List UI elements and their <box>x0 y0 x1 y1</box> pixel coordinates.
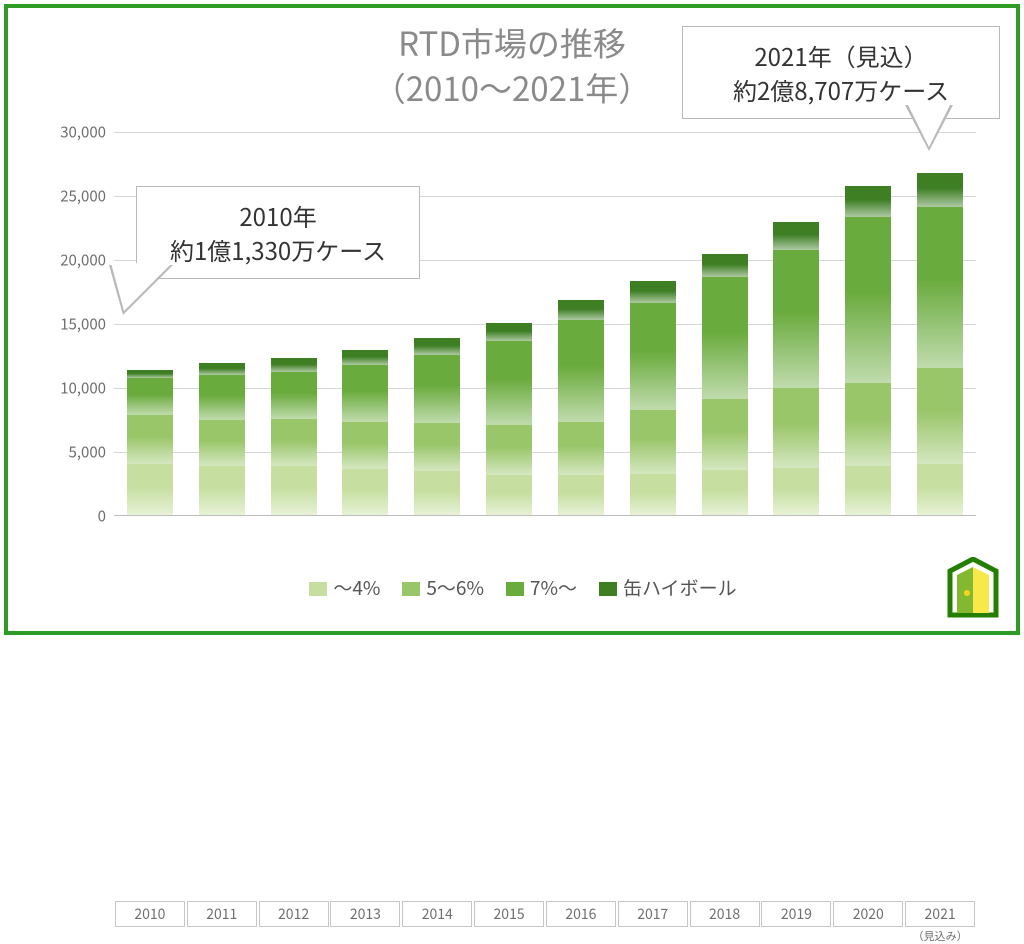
bar-segment <box>702 399 748 471</box>
bar-segment <box>773 222 819 250</box>
xtick-label: 2013 <box>330 901 400 927</box>
legend-label: 缶ハイボール <box>623 574 737 601</box>
xtick-label: 2014 <box>402 901 472 927</box>
bar-segment <box>271 372 317 419</box>
bar-segment <box>917 207 963 368</box>
legend-swatch <box>402 582 420 596</box>
bar-segment <box>271 466 317 515</box>
bar-segment <box>630 410 676 474</box>
bar-segment <box>414 355 460 423</box>
bar-segment <box>127 415 173 464</box>
bar-segment <box>845 383 891 466</box>
bar-segment <box>630 303 676 411</box>
bar-segment <box>486 341 532 425</box>
bar-segment <box>773 250 819 388</box>
bar-segment <box>127 464 173 515</box>
xtick-label: 2018 <box>690 901 760 927</box>
bar-segment <box>558 475 604 515</box>
bar-segment <box>127 378 173 415</box>
door-logo-icon <box>942 557 1004 619</box>
bar-segment <box>558 300 604 320</box>
bar-segment <box>342 365 388 421</box>
xtick-label: 2019 <box>761 901 831 927</box>
callout-line1: 2021年（見込） <box>701 39 981 73</box>
bar-segment <box>558 320 604 421</box>
bar-segment <box>271 358 317 372</box>
bar-segment <box>702 277 748 399</box>
ytick-label: 0 <box>46 506 106 527</box>
bar-segment <box>486 323 532 341</box>
xtick-label: 2020 <box>833 901 903 927</box>
bar-segment <box>845 466 891 515</box>
legend-label: 5～6% <box>426 574 484 601</box>
xtick-label: 2011 <box>187 901 257 927</box>
bar-segment <box>773 388 819 467</box>
ytick-label: 15,000 <box>46 314 106 335</box>
callout-line2: 約2億8,707万ケース <box>701 73 981 107</box>
legend-label: 7%～ <box>530 574 577 601</box>
gridline <box>114 132 976 133</box>
bar-segment <box>558 422 604 476</box>
callout-box: 2010年約1億1,330万ケース <box>136 186 420 279</box>
legend: ～4% 5～6% 7%～ 缶ハイボール <box>0 574 1024 601</box>
bar-segment <box>845 217 891 383</box>
bar-segment <box>917 173 963 206</box>
bar-segment <box>342 469 388 515</box>
xtick-label: 2016 <box>546 901 616 927</box>
callout-line2: 約1億1,330万ケース <box>155 233 401 267</box>
bar-segment <box>199 466 245 515</box>
bar-segment <box>199 375 245 420</box>
bar-segment <box>486 475 532 515</box>
bar-segment <box>773 468 819 515</box>
callout-box: 2021年（見込）約2億8,707万ケース <box>682 26 1000 119</box>
callout-pointer-fill <box>907 103 951 147</box>
bar-segment <box>702 470 748 515</box>
callout-pointer-fill <box>111 263 172 311</box>
ytick-label: 30,000 <box>46 122 106 143</box>
bar-segment <box>630 281 676 303</box>
bar-segment <box>917 464 963 515</box>
xtick-label: 2012 <box>259 901 329 927</box>
callout-line1: 2010年 <box>155 199 401 233</box>
bar-segment <box>127 370 173 378</box>
bar-segment <box>630 474 676 515</box>
xtick-label: 2017 <box>618 901 688 927</box>
bar-segment <box>414 338 460 355</box>
xtick-sublabel: （見込み） <box>905 928 975 944</box>
legend-swatch <box>506 582 524 596</box>
bar-segment <box>414 471 460 515</box>
bar-segment <box>199 363 245 376</box>
bar-segment <box>271 419 317 466</box>
ytick-label: 20,000 <box>46 250 106 271</box>
ytick-label: 5,000 <box>46 442 106 463</box>
legend-swatch <box>599 582 617 596</box>
xtick-label: 2021 <box>905 901 975 927</box>
bar-segment <box>414 423 460 472</box>
bar-segment <box>486 425 532 475</box>
bar-segment <box>342 422 388 469</box>
title-line1: RTD市場の推移 <box>398 18 626 66</box>
legend-label: ～4% <box>333 574 380 601</box>
ytick-label: 10,000 <box>46 378 106 399</box>
bar-segment <box>845 186 891 217</box>
xtick-label: 2015 <box>474 901 544 927</box>
title-line2: （2010～2021年） <box>373 63 652 111</box>
bar-segment <box>342 350 388 365</box>
ytick-label: 25,000 <box>46 186 106 207</box>
bar-segment <box>199 420 245 466</box>
bar-segment <box>702 254 748 277</box>
xtick-label: 2010 <box>115 901 185 927</box>
legend-swatch <box>309 582 327 596</box>
bar-segment <box>917 368 963 464</box>
